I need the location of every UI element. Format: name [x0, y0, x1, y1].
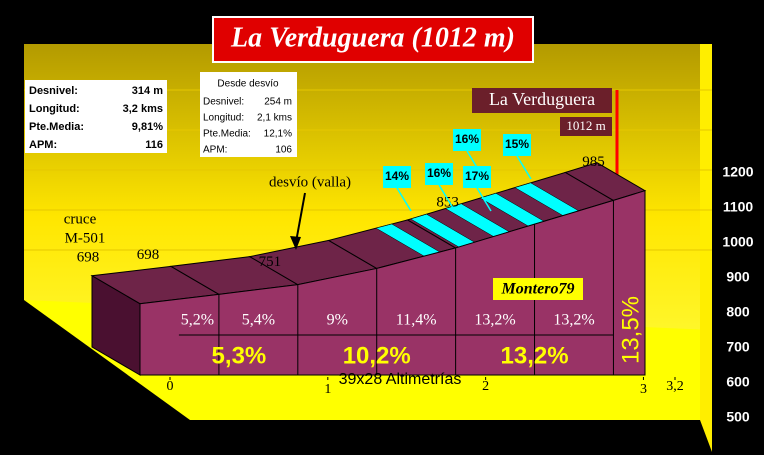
summit-elevation: 1012 m [566, 118, 605, 133]
author-box [493, 278, 583, 300]
y-tick-label: 1200 [722, 164, 753, 180]
stat-value: 3,2 kms [123, 103, 163, 115]
summit-name: La Verduguera [489, 89, 595, 109]
y-tick-label: 500 [726, 409, 750, 425]
elevation-label: 698 [137, 247, 160, 263]
stat-label: APM: [29, 139, 57, 151]
stat-label: Desnivel: [203, 97, 244, 108]
stat-value: 314 m [132, 85, 163, 97]
detour-stats-box [200, 72, 297, 157]
x-tick-label: 2 [482, 379, 489, 394]
detour-stats: Desnivel: 254 m Longitud: 2,1 kms Pte.Media:… [203, 97, 292, 156]
credit: 39x28 Altimetrías [339, 371, 462, 388]
x-tick-label: 3,2 [666, 379, 684, 394]
stat-value: 12,1% [264, 129, 292, 140]
cross-label: cruce [64, 211, 97, 227]
x-tick-label: 3 [640, 382, 647, 397]
km-grade: 10,2% [343, 342, 411, 369]
stat-label: Pte.Media: [203, 129, 251, 140]
fine-grade-pointer [466, 150, 482, 175]
y-tick-label: 800 [726, 304, 750, 320]
fine-grade: 17% [465, 169, 489, 183]
segment-grade: 5,2% [181, 312, 214, 329]
fine-grade: 16% [427, 166, 451, 180]
stat-label: Pte.Media: [29, 121, 84, 133]
detour-arrowhead [290, 236, 301, 250]
y-tick-label: 700 [726, 339, 750, 355]
summit-elev-box [560, 117, 612, 136]
fine-grade-pointer [396, 187, 412, 212]
fine-grade: 16% [455, 132, 479, 146]
segment-grade: 13,5% [618, 296, 645, 364]
detour-label: desvío (valla) [269, 174, 351, 190]
stat-value: 254 m [264, 97, 292, 108]
elevation-label: 853 [436, 194, 459, 210]
detour-arrow [295, 192, 306, 243]
stats: Desnivel: 314 m Longitud: 3,2 kms Pte.Media:… [29, 85, 163, 151]
fine-grade-pointer [476, 187, 492, 212]
fine-grade-pointer [438, 184, 454, 209]
fine-grade-box [503, 134, 531, 156]
fine-grade: 15% [505, 137, 529, 151]
segment-grade: 5,4% [242, 312, 275, 329]
stat-value: 106 [275, 145, 292, 156]
fine-grade-box [425, 163, 453, 185]
fine-grade-box [463, 166, 491, 188]
segment-grade: 13,2% [474, 312, 515, 329]
stat-label: Longitud: [203, 113, 244, 124]
segment-grade: 13,2% [553, 312, 594, 329]
cross-elevation: 698 [77, 249, 100, 265]
x-tick-label: 1 [324, 382, 331, 397]
y-tick-label: 1000 [722, 234, 753, 250]
side-wall [700, 44, 712, 452]
stat-label: Desnivel: [29, 85, 78, 97]
fine-grade-pointer [516, 155, 532, 180]
fine-grade-box [383, 166, 411, 188]
elevation-label: 751 [259, 254, 282, 270]
stat-label: APM: [203, 145, 227, 156]
stat-value: 2,1 kms [257, 113, 292, 124]
stat-value: 9,81% [132, 121, 163, 133]
stat-label: Longitud: [29, 103, 80, 115]
km-grade: 5,3% [212, 342, 267, 369]
km-grade: 13,2% [501, 342, 569, 369]
author: Montero79 [501, 281, 575, 298]
elevation-label: 985 [582, 154, 605, 170]
x-tick-label: 0 [167, 379, 174, 394]
stats-box [25, 80, 167, 153]
summit-box [472, 88, 612, 113]
y-tick-label: 900 [726, 269, 750, 285]
title-box [212, 16, 534, 63]
road-label: M-501 [65, 230, 106, 246]
fine-grade-box [453, 129, 481, 151]
segment-grade: 9% [327, 312, 348, 329]
fine-grade: 14% [385, 169, 409, 183]
stat-value: 116 [145, 139, 163, 151]
detour-stats-title: Desde desvío [217, 79, 279, 90]
y-tick-label: 1100 [723, 199, 754, 215]
plot: 5,2% 5,4% 9% 11,4% 13,2% 13,2% 13,5% 5,3% 10,2% 1… [90, 129, 754, 425]
segment-grade: 11,4% [396, 312, 437, 329]
y-tick-label: 600 [726, 374, 750, 390]
chart-title: La Verduguera (1012 m) [230, 22, 515, 53]
